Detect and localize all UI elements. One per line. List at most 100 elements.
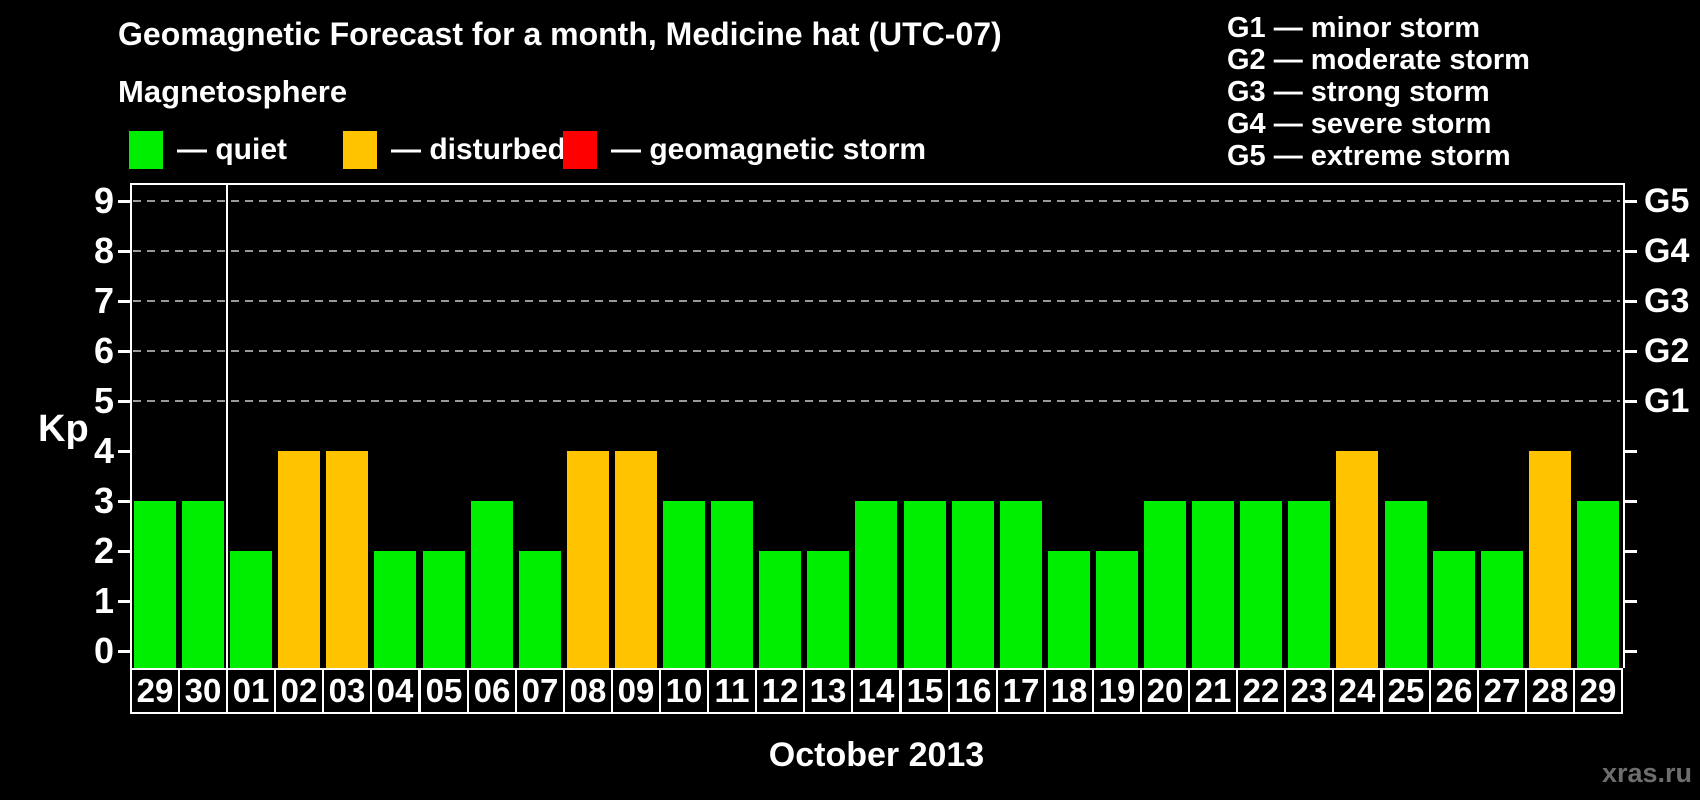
y-right-tick-1	[1625, 600, 1637, 603]
y-right-tick-4	[1625, 450, 1637, 453]
y-left-tick-label-1: 1	[93, 580, 114, 621]
y-left-tick-4	[118, 450, 130, 453]
day-label-20: 20	[1140, 668, 1190, 714]
day-label-12: 12	[755, 668, 805, 714]
plot-top-border	[130, 183, 1625, 185]
day-label-11: 11	[707, 668, 757, 714]
y-right-tick-7	[1625, 300, 1637, 303]
kp-bar-day-05	[423, 551, 465, 668]
gridline-kp7	[133, 300, 1620, 302]
legend-heading-magnetosphere: Magnetosphere	[118, 74, 348, 109]
y-left-tick-label-6: 6	[93, 330, 114, 371]
y-left-tick-1	[118, 600, 130, 603]
day-label-28: 28	[1525, 668, 1575, 714]
y-left-tick-7	[118, 300, 130, 303]
y-right-tick-label-g5: G5	[1644, 182, 1690, 220]
y-right-tick-0	[1625, 650, 1637, 653]
day-label-30: 30	[178, 668, 228, 714]
y-left-tick-label-9: 9	[93, 180, 114, 221]
kp-bar-day-25	[1385, 501, 1427, 668]
day-label-23: 23	[1284, 668, 1334, 714]
y-axis-right	[1623, 183, 1625, 668]
kp-bar-day-08	[567, 451, 609, 668]
g-legend-item-g4: G4 — severe storm	[1227, 108, 1492, 140]
y-right-tick-label-g4: G4	[1644, 232, 1690, 270]
y-left-tick-2	[118, 550, 130, 553]
kp-bar-day-22	[1240, 501, 1282, 668]
kp-bar-day-10	[663, 501, 705, 668]
y-right-tick-5	[1625, 400, 1637, 403]
y-left-tick-0	[118, 650, 130, 653]
legend-item-quiet: — quiet	[129, 131, 287, 169]
y-right-tick-label-g3: G3	[1644, 282, 1690, 320]
day-label-17: 17	[996, 668, 1046, 714]
g-legend-item-g5: G5 — extreme storm	[1227, 140, 1511, 172]
day-label-24: 24	[1332, 668, 1382, 714]
gridline-kp8	[133, 250, 1620, 252]
y-left-tick-9	[118, 200, 130, 203]
kp-bar-day-14	[855, 501, 897, 668]
kp-bar-day-21	[1192, 501, 1234, 668]
gridline-kp5	[133, 400, 1620, 402]
kp-bar-day-28	[1529, 451, 1571, 668]
g-legend-item-g2: G2 — moderate storm	[1227, 44, 1530, 76]
kp-bar-day-24	[1336, 451, 1378, 668]
kp-bar-day-23	[1288, 501, 1330, 668]
y-left-tick-label-5: 5	[93, 380, 114, 421]
day-label-05: 05	[419, 668, 469, 714]
day-label-27: 27	[1477, 668, 1527, 714]
storm-color-swatch	[563, 131, 597, 169]
kp-bar-day-12	[759, 551, 801, 668]
y-right-tick-label-g2: G2	[1644, 332, 1690, 370]
kp-bar-day-30	[182, 501, 224, 668]
y-right-tick-9	[1625, 200, 1637, 203]
y-left-tick-label-8: 8	[93, 230, 114, 271]
y-left-tick-6	[118, 350, 130, 353]
day-label-10: 10	[659, 668, 709, 714]
day-label-29: 29	[130, 668, 180, 714]
y-left-tick-3	[118, 500, 130, 503]
y-axis-left	[130, 183, 132, 714]
day-label-21: 21	[1188, 668, 1238, 714]
kp-bar-day-20	[1144, 501, 1186, 668]
y-left-tick-label-7: 7	[93, 280, 114, 321]
day-label-15: 15	[900, 668, 950, 714]
kp-bar-day-29	[1577, 501, 1619, 668]
day-label-25: 25	[1381, 668, 1431, 714]
day-label-06: 06	[467, 668, 517, 714]
day-label-26: 26	[1429, 668, 1479, 714]
day-label-16: 16	[948, 668, 998, 714]
kp-bar-day-26	[1433, 551, 1475, 668]
legend-label-quiet: — quiet	[177, 133, 287, 166]
kp-bar-day-19	[1096, 551, 1138, 668]
kp-bar-day-13	[807, 551, 849, 668]
month-separator-line	[226, 183, 228, 668]
kp-bar-day-02	[278, 451, 320, 668]
kp-bar-day-27	[1481, 551, 1523, 668]
legend-label-disturbed: — disturbed	[391, 133, 567, 166]
watermark: xras.ru	[1601, 758, 1692, 788]
y-left-tick-label-2: 2	[93, 530, 114, 571]
day-label-04: 04	[370, 668, 420, 714]
kp-bar-day-04	[374, 551, 416, 668]
day-label-18: 18	[1044, 668, 1094, 714]
kp-bar-day-07	[519, 551, 561, 668]
kp-bar-day-16	[952, 501, 994, 668]
y-right-tick-2	[1625, 550, 1637, 553]
y-left-tick-8	[118, 250, 130, 253]
y-right-tick-6	[1625, 350, 1637, 353]
kp-bar-day-15	[904, 501, 946, 668]
kp-bar-day-01	[230, 551, 272, 668]
day-label-14: 14	[851, 668, 901, 714]
y-left-tick-label-4: 4	[93, 430, 114, 471]
day-label-09: 09	[611, 668, 661, 714]
y-right-tick-3	[1625, 500, 1637, 503]
day-label-22: 22	[1236, 668, 1286, 714]
y-axis-label-kp: Kp	[38, 408, 89, 450]
gridline-kp6	[133, 350, 1620, 352]
kp-bar-day-03	[326, 451, 368, 668]
y-right-tick-8	[1625, 250, 1637, 253]
disturbed-color-swatch	[343, 131, 377, 169]
kp-bar-day-11	[711, 501, 753, 668]
